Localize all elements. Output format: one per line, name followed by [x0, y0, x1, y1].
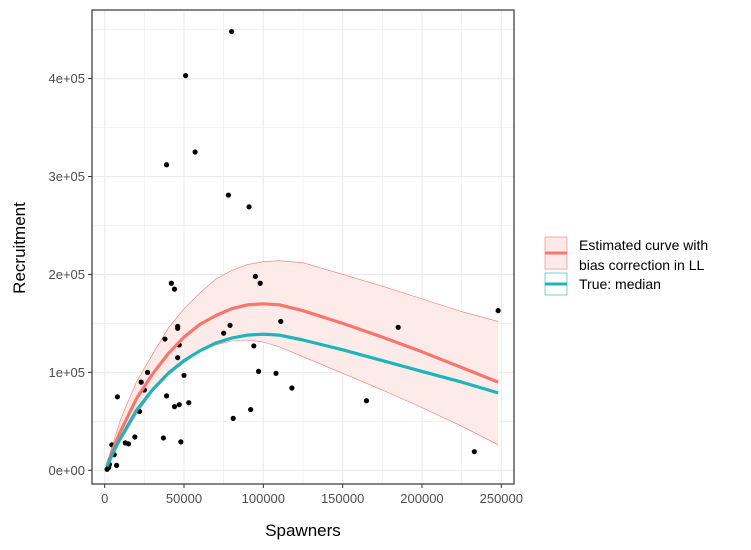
x-tick-label: 200000	[400, 491, 443, 506]
data-point	[175, 325, 181, 331]
data-point	[257, 280, 263, 286]
y-tick-label: 3e+05	[48, 169, 85, 184]
scatter-points	[104, 28, 501, 472]
ribbon-upper-bound	[106, 260, 499, 464]
x-tick-label: 0	[101, 491, 108, 506]
y-axis: 0e+00 1e+05 2e+05 3e+05 4e+05	[48, 71, 92, 478]
x-tick-label: 150000	[321, 491, 364, 506]
data-point	[251, 343, 257, 349]
data-point	[395, 324, 401, 330]
data-point	[138, 379, 144, 385]
confidence-ribbon-layer	[106, 260, 499, 468]
data-point	[183, 73, 189, 79]
data-point	[171, 404, 178, 410]
data-point	[248, 406, 254, 413]
data-point	[171, 286, 178, 292]
x-axis-title: Spawners	[265, 521, 341, 540]
data-point	[252, 273, 259, 279]
plot-panel-border	[91, 9, 515, 485]
data-point	[114, 394, 120, 400]
data-point	[181, 372, 187, 378]
data-point	[289, 385, 295, 391]
data-point	[273, 370, 279, 376]
x-tick-label: 50000	[166, 491, 202, 506]
data-point	[132, 434, 138, 440]
legend: Estimated curve with bias correction in …	[544, 236, 708, 296]
legend-label-true-median: True: median	[579, 276, 661, 292]
data-point	[163, 393, 170, 399]
data-point	[163, 162, 170, 168]
data-point	[495, 308, 501, 314]
confidence-ribbon	[107, 260, 499, 468]
data-point	[113, 462, 120, 468]
legend-key-estimated	[544, 236, 568, 270]
y-tick-label: 2e+05	[48, 267, 85, 282]
data-point	[175, 355, 181, 361]
data-point	[192, 149, 198, 155]
data-point	[230, 415, 236, 421]
x-tick-label: 250000	[480, 491, 523, 506]
data-point	[255, 368, 262, 374]
data-point	[229, 28, 235, 35]
data-point	[471, 449, 477, 455]
estimated-curve-line	[105, 302, 499, 466]
data-point	[278, 318, 284, 325]
ribbon-lower-bound	[106, 339, 499, 468]
legend-label-estimated-line1: Estimated curve with	[579, 237, 708, 253]
data-point	[125, 441, 132, 447]
data-point	[176, 402, 182, 408]
data-point	[162, 336, 168, 342]
data-point	[227, 322, 233, 328]
data-point	[186, 400, 192, 406]
data-point	[246, 204, 252, 210]
legend-label-estimated-line2: bias correction in LL	[579, 257, 705, 273]
y-tick-label: 4e+05	[48, 71, 85, 86]
data-point	[221, 330, 227, 336]
y-tick-label: 1e+05	[48, 365, 85, 380]
data-point	[225, 192, 232, 198]
data-point	[178, 439, 184, 445]
data-point	[160, 435, 166, 441]
data-point	[363, 398, 370, 404]
series-lines	[105, 302, 499, 468]
x-tick-label: 100000	[242, 491, 285, 506]
legend-key-true-median	[544, 272, 568, 296]
data-point	[144, 369, 151, 375]
grid	[92, 10, 514, 484]
data-point	[168, 280, 174, 286]
x-axis: 0 50000 100000 150000 200000 250000	[101, 484, 523, 506]
true-median-line	[105, 332, 499, 468]
y-axis-title: Recruitment	[10, 202, 29, 294]
y-tick-label: 0e+00	[48, 463, 85, 478]
